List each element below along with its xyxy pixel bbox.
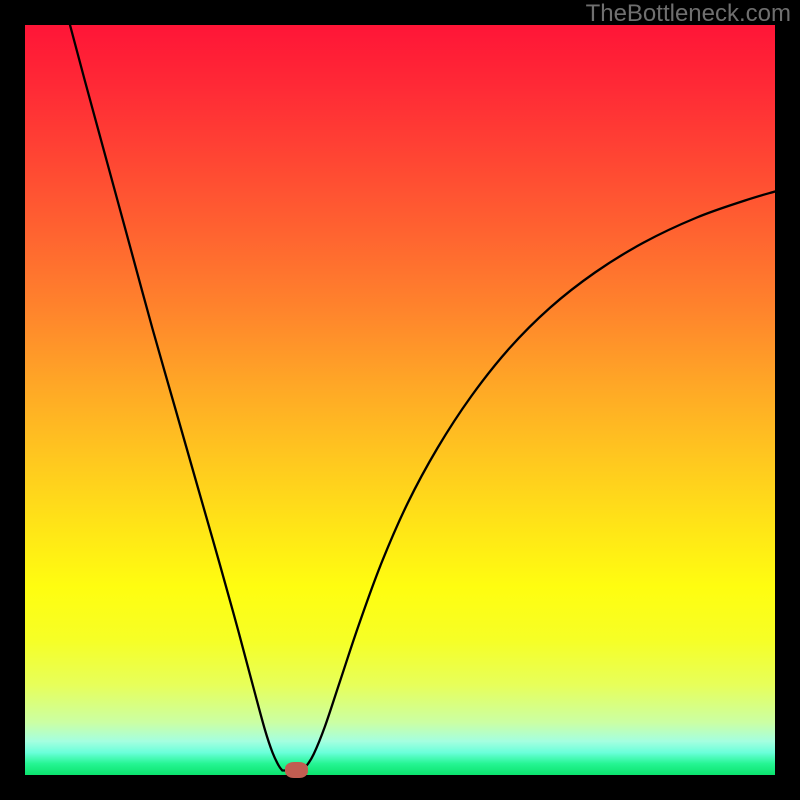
marker-dot xyxy=(285,762,308,779)
plot-area xyxy=(25,25,775,775)
chart-svg xyxy=(25,25,775,775)
gradient-background xyxy=(25,25,775,775)
watermark-text: TheBottleneck.com xyxy=(586,0,791,28)
